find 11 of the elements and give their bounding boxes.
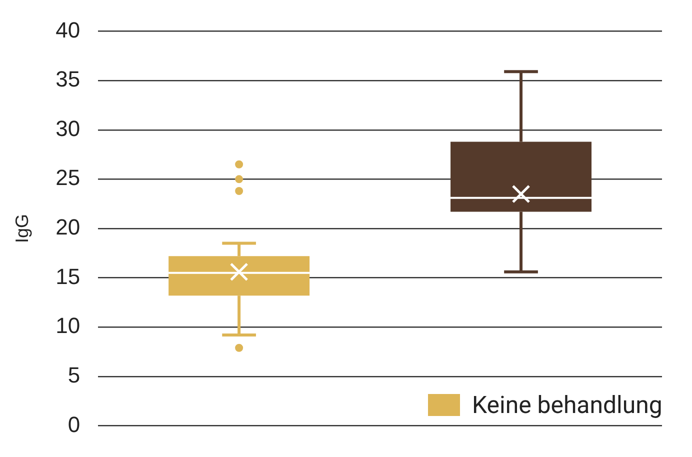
y-tick-label: 30 xyxy=(56,116,80,141)
y-tick-label: 15 xyxy=(56,264,80,289)
y-axis-title: IgG xyxy=(12,214,32,244)
y-tick-label: 20 xyxy=(56,214,80,240)
y-tick-label: 5 xyxy=(68,362,80,388)
y-tick-label: 10 xyxy=(56,313,80,338)
y-tick-label: 35 xyxy=(56,66,80,92)
y-tick-label: 40 xyxy=(56,17,80,42)
y-tick-label: 0 xyxy=(68,412,80,437)
legend-label: Keine behandlung xyxy=(472,390,662,419)
y-tick-label: 25 xyxy=(56,165,80,190)
